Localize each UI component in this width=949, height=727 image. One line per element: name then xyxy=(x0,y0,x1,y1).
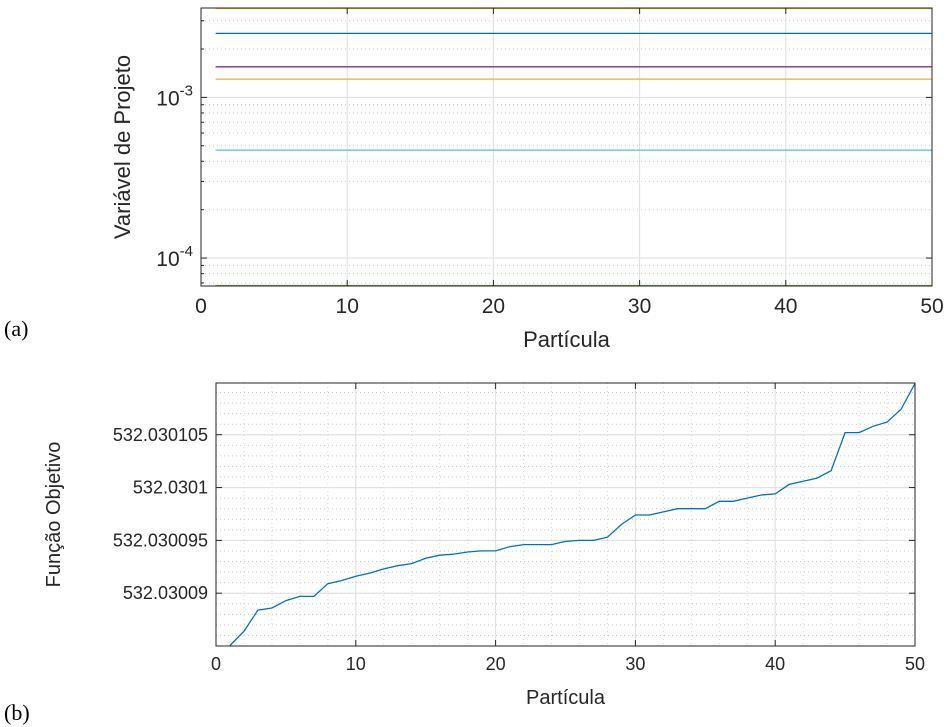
y-tick-label: 10-3 xyxy=(156,82,193,110)
y-tick-label: 532.030105 xyxy=(113,425,208,445)
plot-area xyxy=(201,8,932,286)
x-tick-label: 10 xyxy=(336,295,359,318)
x-tick-label: 20 xyxy=(482,295,505,318)
y-tick-label: 532.030095 xyxy=(113,530,208,550)
y-axis-label: Função Objetivo xyxy=(43,442,65,588)
x-tick-label: 50 xyxy=(905,654,925,674)
axes-box xyxy=(200,7,933,287)
x-tick-label: 0 xyxy=(211,654,221,674)
x-tick-label: 20 xyxy=(486,654,506,674)
x-tick-label: 40 xyxy=(774,295,797,318)
panel-label-a: (a) xyxy=(4,316,29,341)
y-tick-label: 532.0301 xyxy=(133,478,208,498)
plot-area xyxy=(216,383,915,646)
panel-label-b: (b) xyxy=(4,700,30,725)
x-tick-label: 40 xyxy=(765,654,785,674)
chart-a-variavel-de-projeto: 0 10 20 30 40 50 10-4 10-3 Partícula Variável de … xyxy=(110,7,944,352)
x-axis-label: Partícula xyxy=(526,687,606,709)
x-tick-label: 30 xyxy=(625,654,645,674)
series-line-1 xyxy=(229,383,916,646)
y-axis-label: Variável de Projeto xyxy=(110,55,135,239)
axes-box xyxy=(215,382,916,647)
y-tick-label: 10-4 xyxy=(156,243,193,271)
major-grid xyxy=(216,383,915,646)
x-tick-label: 50 xyxy=(920,295,943,318)
x-axis-label: Partícula xyxy=(523,327,611,352)
x-tick-label: 10 xyxy=(346,654,366,674)
x-tick-label: 30 xyxy=(628,295,651,318)
chart-b-funcao-objetivo: 0 10 20 30 40 50 532.03009 532.030095 532.0301 53… xyxy=(43,382,925,709)
y-tick-label: 532.03009 xyxy=(123,583,208,603)
major-grid xyxy=(201,8,932,286)
minor-grid xyxy=(216,383,915,646)
x-tick-label: 0 xyxy=(195,295,207,318)
